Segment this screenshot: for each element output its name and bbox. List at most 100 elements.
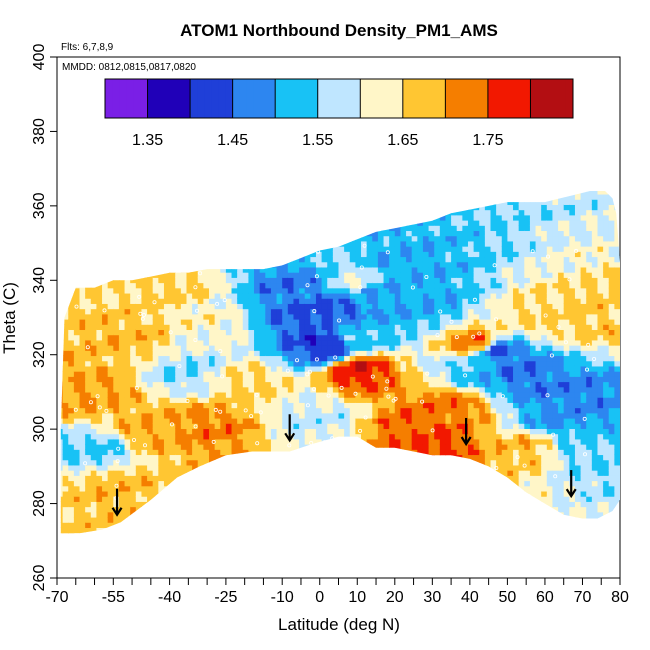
heatmap-cell [135, 371, 143, 377]
heatmap-cell [321, 381, 328, 388]
heatmap-cell [259, 303, 266, 310]
heatmap-cell [338, 355, 345, 362]
heatmap-cell [90, 350, 98, 357]
heatmap-cell [293, 266, 300, 273]
heatmap-cell [124, 464, 131, 471]
heatmap-cell [377, 345, 385, 351]
heatmap-cell [186, 324, 193, 331]
heatmap-cell [315, 308, 323, 315]
heatmap-cell [68, 308, 75, 315]
heatmap-cell [282, 313, 289, 320]
heatmap-cell [265, 412, 272, 419]
heatmap-cell [147, 433, 154, 440]
heatmap-cell [225, 417, 233, 424]
heatmap-cell [377, 350, 385, 357]
heatmap-cell [141, 350, 148, 357]
heatmap-cell [439, 261, 447, 268]
heatmap-cell [293, 329, 300, 336]
heatmap-cell [282, 355, 289, 362]
heatmap-cell [186, 313, 193, 320]
heatmap-cell [73, 292, 81, 299]
heatmap-cell [383, 376, 390, 383]
heatmap-cell [276, 266, 283, 273]
heatmap-cell [327, 355, 334, 362]
heatmap-cell [62, 386, 69, 393]
heatmap-cell [242, 423, 250, 429]
heatmap-cell [422, 360, 430, 367]
heatmap-cell [445, 292, 452, 299]
heatmap-cell [102, 334, 109, 341]
heatmap-cell [96, 412, 103, 419]
heatmap-cell [327, 261, 334, 268]
heatmap-cell [118, 402, 126, 409]
heatmap-cell [197, 345, 204, 351]
heatmap-cell [389, 402, 396, 409]
heatmap-cell [60, 480, 64, 487]
heatmap-cell [130, 381, 137, 388]
heatmap-cell [214, 308, 221, 315]
heatmap-cell [180, 428, 188, 435]
heatmap-cell [130, 386, 137, 393]
heatmap-cell [96, 287, 103, 294]
heatmap-cell [135, 454, 143, 461]
heatmap-cell [147, 282, 154, 289]
heatmap-cell [203, 402, 210, 409]
heatmap-cell [130, 313, 137, 320]
heatmap-cell [332, 324, 340, 331]
heatmap-cell [293, 444, 300, 450]
heatmap-cell [349, 433, 356, 440]
heatmap-cell [180, 470, 188, 476]
heatmap-cell [62, 313, 69, 320]
heatmap-cell [299, 381, 306, 388]
heatmap-cell [349, 402, 356, 409]
heatmap-cell [90, 496, 98, 502]
heatmap-cell [259, 365, 266, 372]
heatmap-cell [282, 277, 289, 284]
heatmap-cell [180, 308, 188, 315]
heatmap-cell [406, 339, 413, 346]
heatmap-cell [383, 360, 390, 367]
heatmap-cell [428, 397, 435, 403]
heatmap-cell [203, 339, 210, 346]
heatmap-cell [349, 407, 356, 414]
heatmap-cell [417, 433, 424, 440]
heatmap-cell [451, 438, 458, 445]
heatmap-cell [366, 433, 373, 440]
heatmap-cell [299, 318, 306, 325]
heatmap-cell [299, 365, 306, 372]
heatmap-cell [203, 412, 210, 419]
heatmap-cell [113, 397, 120, 403]
heatmap-cell [107, 381, 114, 388]
heatmap-cell [135, 386, 143, 393]
heatmap-cell [327, 417, 334, 424]
heatmap-cell [299, 329, 306, 336]
heatmap-cell [141, 438, 148, 445]
heatmap-cell [400, 376, 407, 383]
heatmap-cell [282, 308, 289, 315]
heatmap-cell [90, 298, 98, 304]
heatmap-cell [259, 277, 266, 284]
heatmap-cell [96, 318, 103, 325]
heatmap-cell [361, 324, 368, 331]
heatmap-cell [282, 433, 289, 440]
heatmap-cell [417, 365, 424, 372]
heatmap-cell [118, 345, 126, 351]
heatmap-cell [147, 355, 154, 362]
heatmap-cell [439, 444, 447, 450]
heatmap-cell [231, 324, 238, 331]
heatmap-cell [85, 485, 92, 492]
heatmap-cell [158, 397, 165, 403]
heatmap-cell [321, 266, 328, 273]
heatmap-cell [254, 444, 261, 450]
heatmap-cell [73, 464, 81, 471]
heatmap-cell [383, 412, 390, 419]
heatmap-cell [169, 417, 176, 424]
heatmap-cell [102, 433, 109, 440]
heatmap-cell [293, 298, 300, 304]
heatmap-cell [389, 261, 396, 268]
heatmap-cell [344, 386, 351, 393]
heatmap-cell [428, 381, 435, 388]
heatmap-cell [299, 360, 306, 367]
heatmap-cell [439, 360, 447, 367]
heatmap-cell [203, 287, 210, 294]
